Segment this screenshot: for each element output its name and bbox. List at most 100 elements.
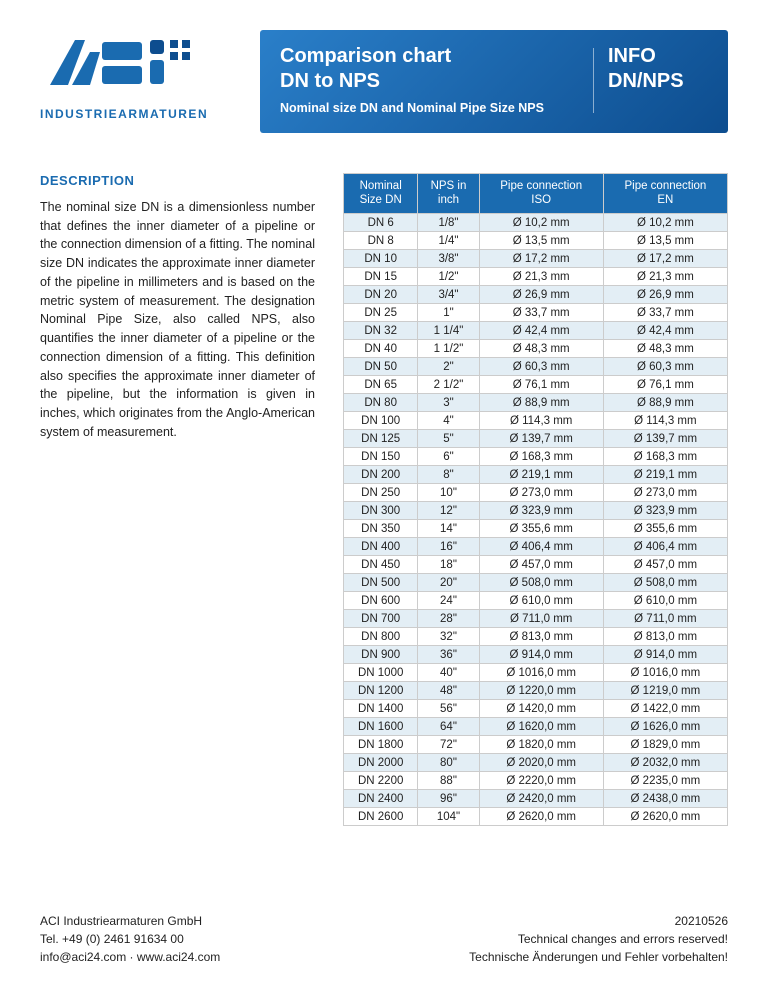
table-cell: Ø 60,3 mm <box>479 358 603 376</box>
table-row: DN 81/4"Ø 13,5 mmØ 13,5 mm <box>344 232 728 250</box>
table-cell: DN 1000 <box>344 664 418 682</box>
table-row: DN 100040"Ø 1016,0 mmØ 1016,0 mm <box>344 664 728 682</box>
table-row: DN 803"Ø 88,9 mmØ 88,9 mm <box>344 394 728 412</box>
table-row: DN 25010"Ø 273,0 mmØ 273,0 mm <box>344 484 728 502</box>
table-header-cell: Pipe connectionISO <box>479 173 603 214</box>
table-cell: Ø 457,0 mm <box>603 556 727 574</box>
table-cell: Ø 813,0 mm <box>603 628 727 646</box>
dn-nps-table: NominalSize DNNPS ininchPipe connectionI… <box>343 173 728 827</box>
table-cell: Ø 168,3 mm <box>479 448 603 466</box>
table-cell: 8" <box>418 466 479 484</box>
table-cell: DN 1200 <box>344 682 418 700</box>
table-cell: Ø 508,0 mm <box>603 574 727 592</box>
table-cell: DN 800 <box>344 628 418 646</box>
table-cell: 72" <box>418 736 479 754</box>
table-row: DN 2600104"Ø 2620,0 mmØ 2620,0 mm <box>344 808 728 826</box>
table-cell: Ø 17,2 mm <box>479 250 603 268</box>
footer-phone: Tel. +49 (0) 2461 91634 00 <box>40 930 220 948</box>
table-row: DN 35014"Ø 355,6 mmØ 355,6 mm <box>344 520 728 538</box>
table-cell: Ø 2032,0 mm <box>603 754 727 772</box>
table-cell: Ø 2620,0 mm <box>479 808 603 826</box>
table-cell: 3/4" <box>418 286 479 304</box>
table-row: DN 30012"Ø 323,9 mmØ 323,9 mm <box>344 502 728 520</box>
table-cell: 32" <box>418 628 479 646</box>
table-row: DN 321 1/4"Ø 42,4 mmØ 42,4 mm <box>344 322 728 340</box>
table-cell: Ø 114,3 mm <box>479 412 603 430</box>
description-text: The nominal size DN is a dimensionless n… <box>40 198 315 442</box>
table-header-cell: Pipe connectionEN <box>603 173 727 214</box>
table-row: DN 140056"Ø 1420,0 mmØ 1422,0 mm <box>344 700 728 718</box>
table-cell: Ø 10,2 mm <box>603 214 727 232</box>
table-cell: Ø 1620,0 mm <box>479 718 603 736</box>
table-row: DN 40016"Ø 406,4 mmØ 406,4 mm <box>344 538 728 556</box>
footer-right: 20210526 Technical changes and errors re… <box>469 912 728 966</box>
table-cell: Ø 219,1 mm <box>479 466 603 484</box>
table-cell: Ø 168,3 mm <box>603 448 727 466</box>
table-row: DN 60024"Ø 610,0 mmØ 610,0 mm <box>344 592 728 610</box>
table-cell: Ø 13,5 mm <box>603 232 727 250</box>
table-row: DN 80032"Ø 813,0 mmØ 813,0 mm <box>344 628 728 646</box>
table-row: DN 1255"Ø 139,7 mmØ 139,7 mm <box>344 430 728 448</box>
table-cell: DN 200 <box>344 466 418 484</box>
table-cell: 40" <box>418 664 479 682</box>
table-cell: 2 1/2" <box>418 376 479 394</box>
table-cell: DN 2200 <box>344 772 418 790</box>
footer-disclaimer-en: Technical changes and errors reserved! <box>469 930 728 948</box>
table-row: DN 120048"Ø 1220,0 mmØ 1219,0 mm <box>344 682 728 700</box>
table-cell: 16" <box>418 538 479 556</box>
table-cell: Ø 42,4 mm <box>479 322 603 340</box>
footer-contact: info@aci24.com · www.aci24.com <box>40 948 220 966</box>
table-cell: Ø 1829,0 mm <box>603 736 727 754</box>
table-cell: DN 500 <box>344 574 418 592</box>
table-cell: DN 900 <box>344 646 418 664</box>
table-cell: DN 80 <box>344 394 418 412</box>
table-cell: Ø 48,3 mm <box>603 340 727 358</box>
table-row: DN 103/8"Ø 17,2 mmØ 17,2 mm <box>344 250 728 268</box>
table-cell: Ø 1016,0 mm <box>479 664 603 682</box>
banner-divider <box>593 48 594 113</box>
table-cell: 80" <box>418 754 479 772</box>
table-cell: DN 50 <box>344 358 418 376</box>
table-cell: 64" <box>418 718 479 736</box>
table-cell: 56" <box>418 700 479 718</box>
table-cell: 1 1/4" <box>418 322 479 340</box>
table-cell: 88" <box>418 772 479 790</box>
table-row: DN 50020"Ø 508,0 mmØ 508,0 mm <box>344 574 728 592</box>
table-cell: Ø 1422,0 mm <box>603 700 727 718</box>
table-cell: DN 65 <box>344 376 418 394</box>
logo-block: INDUSTRIEARMATUREN <box>40 30 240 121</box>
table-cell: Ø 60,3 mm <box>603 358 727 376</box>
table-cell: DN 600 <box>344 592 418 610</box>
footer: ACI Industriearmaturen GmbH Tel. +49 (0)… <box>40 912 728 966</box>
table-header-cell: NominalSize DN <box>344 173 418 214</box>
table-row: DN 240096"Ø 2420,0 mmØ 2438,0 mm <box>344 790 728 808</box>
table-cell: DN 150 <box>344 448 418 466</box>
table-cell: Ø 21,3 mm <box>479 268 603 286</box>
table-cell: Ø 355,6 mm <box>603 520 727 538</box>
table-cell: 1/2" <box>418 268 479 286</box>
table-cell: Ø 33,7 mm <box>479 304 603 322</box>
banner-info-line2: DN/NPS <box>608 69 708 94</box>
table-row: DN 1506"Ø 168,3 mmØ 168,3 mm <box>344 448 728 466</box>
table-cell: Ø 26,9 mm <box>603 286 727 304</box>
table-cell: DN 300 <box>344 502 418 520</box>
table-cell: Ø 76,1 mm <box>603 376 727 394</box>
table-head: NominalSize DNNPS ininchPipe connectionI… <box>344 173 728 214</box>
table-cell: Ø 10,2 mm <box>479 214 603 232</box>
table-cell: DN 125 <box>344 430 418 448</box>
table-row: DN 151/2"Ø 21,3 mmØ 21,3 mm <box>344 268 728 286</box>
table-cell: Ø 219,1 mm <box>603 466 727 484</box>
banner-right: INFO DN/NPS <box>608 44 708 117</box>
table-cell: DN 40 <box>344 340 418 358</box>
table-cell: Ø 88,9 mm <box>603 394 727 412</box>
table-cell: DN 8 <box>344 232 418 250</box>
table-row: DN 652 1/2"Ø 76,1 mmØ 76,1 mm <box>344 376 728 394</box>
header: INDUSTRIEARMATUREN Comparison chart DN t… <box>0 0 768 133</box>
table-cell: DN 6 <box>344 214 418 232</box>
table-cell: 1 1/2" <box>418 340 479 358</box>
table-cell: Ø 406,4 mm <box>603 538 727 556</box>
table-cell: DN 15 <box>344 268 418 286</box>
banner-info-line1: INFO <box>608 44 708 69</box>
table-row: DN 203/4"Ø 26,9 mmØ 26,9 mm <box>344 286 728 304</box>
table-cell: Ø 711,0 mm <box>603 610 727 628</box>
